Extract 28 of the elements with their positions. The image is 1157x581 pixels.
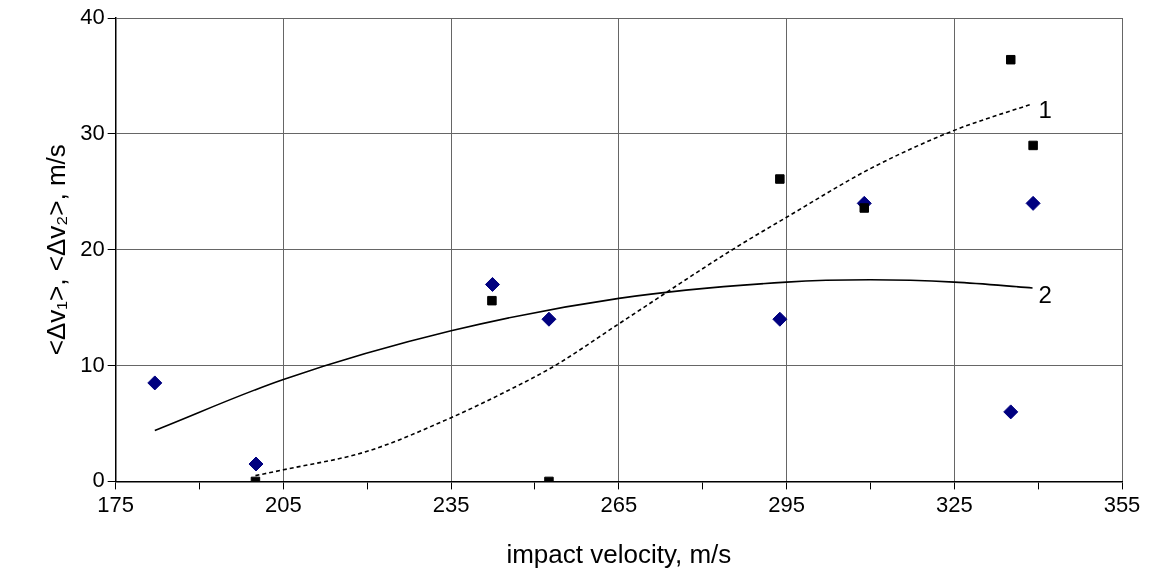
- y-tick-label: 20: [80, 235, 105, 261]
- y-tick-label: 10: [80, 351, 105, 377]
- x-tick-label: 175: [97, 491, 135, 517]
- point: [541, 311, 557, 327]
- point: [1028, 140, 1038, 151]
- point: [859, 203, 870, 213]
- point: [248, 456, 264, 472]
- x-tick-label: 325: [935, 491, 973, 517]
- x-axis-title: impact velocity, m/s: [506, 538, 732, 569]
- y-tick-label: 40: [80, 4, 105, 30]
- point: [772, 311, 788, 327]
- point: [1006, 54, 1016, 65]
- point: [487, 295, 497, 306]
- series-label: 1: [1038, 96, 1052, 124]
- x-tick-label: 265: [600, 491, 638, 517]
- point: [1025, 195, 1041, 211]
- series-label: 2: [1038, 280, 1052, 308]
- y-axis-title: <Δv₁>, <Δv₂>, m/s: [40, 144, 71, 356]
- x-tick-label: 205: [265, 491, 302, 517]
- x-tick-label: 295: [768, 491, 805, 517]
- y-tick-label: 0: [92, 467, 105, 493]
- point: [484, 276, 500, 292]
- x-tick-label: 355: [1103, 491, 1141, 517]
- point: [147, 375, 163, 391]
- point: [775, 174, 785, 184]
- point: [1003, 404, 1019, 420]
- x-tick-label: 235: [432, 491, 470, 517]
- y-tick-label: 30: [80, 119, 105, 145]
